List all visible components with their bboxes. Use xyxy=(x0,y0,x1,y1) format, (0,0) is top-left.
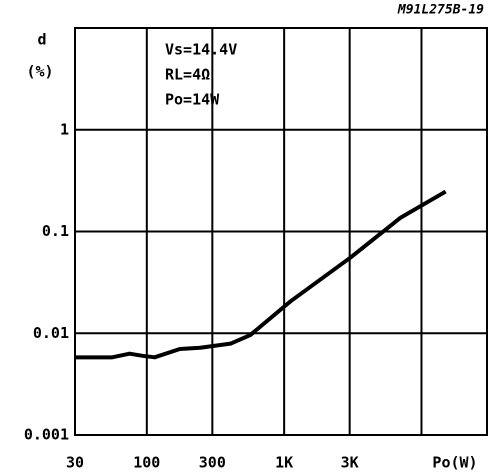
y-axis-label: d xyxy=(37,31,46,49)
annotation: Po=14W xyxy=(165,91,220,109)
x-tick-label: 30 xyxy=(66,454,84,472)
y-axis-label: (%) xyxy=(26,63,53,81)
y-tick-label: 0.1 xyxy=(42,222,69,240)
figure-code: M91L275B-19 xyxy=(397,3,484,18)
annotation: RL=4Ω xyxy=(165,66,210,84)
annotation: Vs=14.4V xyxy=(165,41,237,59)
y-tick-label: 0.001 xyxy=(24,426,69,444)
x-tick-label: 1K xyxy=(275,454,293,472)
x-tick-label: 100 xyxy=(133,454,160,472)
data-line xyxy=(75,189,447,360)
y-tick-label: 1 xyxy=(60,120,69,138)
y-tick-label: 0.01 xyxy=(33,324,69,342)
x-tick-label: 300 xyxy=(199,454,226,472)
x-tick-label: 3K xyxy=(341,454,359,472)
x-axis-label: Po(W) xyxy=(432,454,477,472)
